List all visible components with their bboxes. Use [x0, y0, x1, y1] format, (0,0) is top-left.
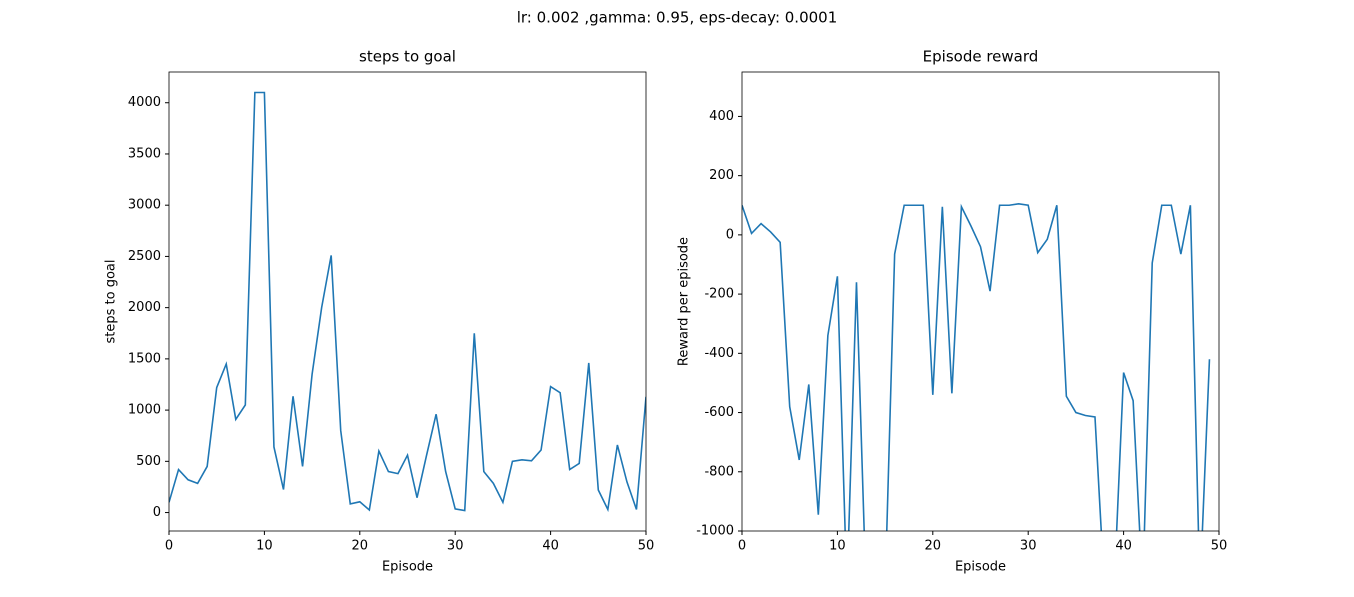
x-tick-label: 50 — [1211, 539, 1228, 554]
y-tick-label: 500 — [136, 454, 161, 469]
y-tick-label: 200 — [709, 168, 734, 183]
y-axis-label: Reward per episode — [677, 237, 692, 366]
y-tick-label: 4000 — [128, 95, 161, 110]
data-line — [169, 91, 646, 513]
x-axis-label: Episode — [382, 560, 433, 575]
data-line — [742, 202, 1211, 531]
y-tick-label: 3500 — [128, 146, 161, 161]
figure-title: lr: 0.002 ,gamma: 0.95, eps-decay: 0.000… — [517, 9, 838, 27]
x-tick-label: 20 — [352, 539, 369, 554]
x-tick-label: 0 — [165, 539, 173, 554]
y-tick-label: -1000 — [696, 524, 734, 539]
x-tick-label: 10 — [256, 539, 273, 554]
x-axis-label: Episode — [955, 560, 1006, 575]
y-tick-label: 400 — [709, 109, 734, 124]
y-axis-label: steps to goal — [104, 260, 119, 344]
y-tick-label: -400 — [704, 346, 734, 361]
y-tick-label: 1500 — [128, 351, 161, 366]
y-tick-label: -800 — [704, 464, 734, 479]
y-tick-label: -600 — [704, 405, 734, 420]
x-tick-label: 20 — [925, 539, 942, 554]
chart-title: Episode reward — [923, 48, 1039, 66]
x-tick-label: 40 — [1115, 539, 1132, 554]
y-tick-label: 2000 — [128, 300, 161, 315]
x-tick-label: 10 — [829, 539, 846, 554]
chart-title: steps to goal — [359, 48, 456, 66]
x-tick-label: 0 — [738, 539, 746, 554]
y-tick-label: 2500 — [128, 249, 161, 264]
y-tick-label: 1000 — [128, 403, 161, 418]
y-tick-label: 3000 — [128, 198, 161, 213]
x-tick-label: 30 — [1020, 539, 1037, 554]
axes-frame — [741, 71, 1220, 532]
y-tick-label: -200 — [704, 287, 734, 302]
axes-frame — [168, 71, 647, 532]
x-tick-label: 30 — [447, 539, 464, 554]
x-tick-label: 50 — [638, 539, 655, 554]
y-tick-label: 0 — [726, 227, 734, 242]
x-tick-label: 40 — [542, 539, 559, 554]
y-tick-label: 0 — [153, 505, 161, 520]
